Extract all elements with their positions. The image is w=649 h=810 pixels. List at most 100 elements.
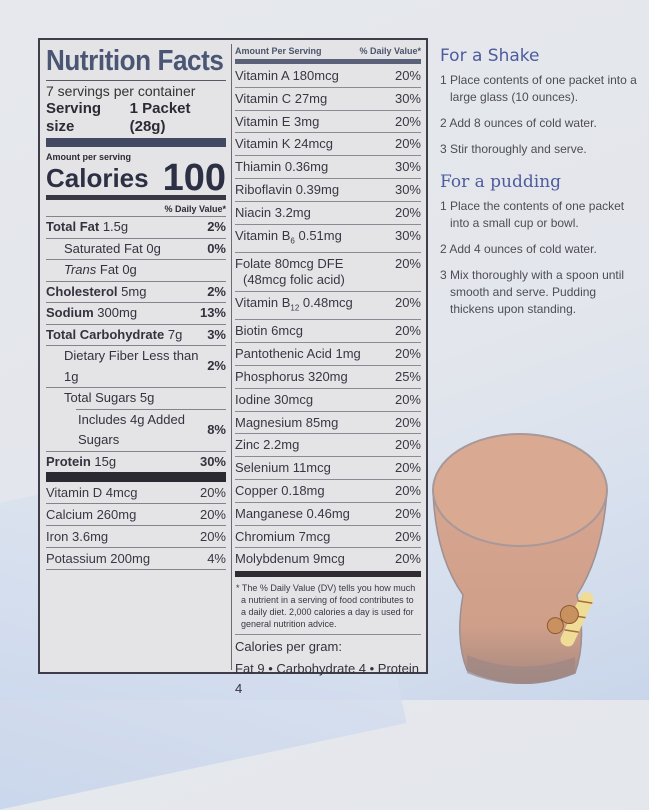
vitamin-label-post: 0.51mg: [294, 227, 342, 243]
vitamin-subscript: 12: [290, 303, 300, 313]
nutrient-row-total-carbohydrate: Total Carbohydrate 7g 3%: [46, 323, 226, 346]
vitamin-label: Vitamin B12 0.48mcg: [235, 292, 353, 319]
vitamin-row: Niacin 3.2mg 20%: [235, 202, 421, 225]
vitamin-label-pre: Vitamin B: [235, 227, 291, 243]
nutrition-facts-panel: Nutrition Facts 7 servings per container…: [38, 38, 428, 696]
vitamin-label: Vitamin A 180mcg: [235, 68, 339, 83]
vitamin-subscript: 6: [290, 236, 295, 246]
vitamin-label: Pantothenic Acid 1mg: [235, 346, 361, 362]
vitamin-dv: 25%: [394, 368, 421, 384]
vitamin-dv: 20%: [394, 414, 421, 430]
nutrient-label: Dietary Fiber: [64, 348, 139, 363]
vitamin-label: Vitamin B6 0.51mg: [235, 225, 342, 252]
calories-per-gram-label: Calories per gram:: [235, 639, 342, 655]
vitamin-dv: 20%: [394, 68, 421, 83]
nutrient-label: Trans: [64, 262, 97, 277]
nutrient-label: Protein: [46, 453, 91, 469]
thick-divider: [235, 571, 421, 578]
vitamin-label: Folate 80mcg DFE (48mcg folic acid): [235, 256, 345, 288]
vitamin-dv: 20%: [394, 437, 421, 453]
pudding-step: 3 Mix thoroughly with a spoon until smoo…: [440, 268, 625, 316]
nutrient-dv: 2%: [207, 283, 226, 299]
right-header: Amount Per Serving % Daily Value*: [235, 44, 421, 56]
nutrient-label: Sodium: [46, 305, 94, 320]
nutrient-amount: 1.5g: [102, 219, 129, 234]
vitamin-label: Riboflavin 0.39mg: [235, 181, 340, 197]
pudding-step: 2 Add 4 ounces of cold water.: [440, 242, 597, 256]
vitamin-dv: 20%: [394, 323, 421, 339]
daily-value-header: % Daily Value*: [359, 46, 421, 56]
nutrient-amount: 5mg: [121, 283, 147, 299]
nutrient-amount: 7g: [167, 326, 183, 342]
vitamin-row: Calcium 260mg 20%: [46, 503, 226, 525]
shake-step: 1 Place contents of one packet into a la…: [440, 73, 637, 104]
shake-glass-image: [432, 433, 608, 685]
nutrient-row-saturated-fat: Saturated Fat 0g 0%: [46, 237, 226, 260]
vitamin-label: Vitamin K 24mcg: [235, 136, 334, 152]
nutrient-dv: 8%: [207, 421, 226, 437]
vitamin-label: Magnesium 85mg: [235, 414, 339, 430]
nutrient-row-protein: Protein 15g 30%: [46, 450, 226, 473]
divider: [46, 80, 226, 81]
vitamin-row: Biotin 6mcg 20%: [235, 320, 421, 344]
preparation-instructions: For a Shake 1 Place contents of one pack…: [440, 46, 640, 327]
serving-size-row: Serving size 1 Packet (28g): [46, 100, 226, 136]
nutrient-row-added-sugars: Includes 4g Added Sugars 8%: [76, 408, 226, 451]
calories-value: 100: [162, 157, 226, 199]
vitamin-dv: 30%: [394, 159, 421, 175]
servings-per-container: 7 servings per container: [46, 83, 196, 99]
nutrient-dv: 30%: [199, 453, 226, 469]
calories-row: Calories 100: [46, 157, 226, 199]
vitamin-row: Riboflavin 0.39mg 30%: [235, 179, 421, 202]
nutrient-row-cholesterol: Cholesterol 5mg 2%: [46, 280, 226, 303]
vitamin-row: Vitamin K 24mcg 20%: [235, 133, 421, 157]
vitamin-dv: 20%: [394, 505, 421, 521]
vitamin-dv: 30%: [394, 90, 421, 106]
serving-size-value: 1 Packet (28g): [129, 100, 191, 135]
amount-per-serving-header: Amount Per Serving: [235, 46, 322, 56]
vitamin-label: Iodine 30mcg: [235, 391, 314, 407]
vitamin-label: Phosphorus 320mg: [235, 368, 348, 384]
vitamin-row: Folate 80mcg DFE (48mcg folic acid) 20%: [235, 253, 421, 292]
vitamin-dv: 20%: [199, 485, 226, 500]
nutrient-dv: 13%: [199, 305, 226, 320]
vitamin-label: Copper 0.18mg: [235, 482, 325, 498]
vitamin-row: Vitamin C 27mg 30%: [235, 88, 421, 111]
vitamin-label: Vitamin C 27mg: [235, 90, 328, 106]
vitamin-dv: 20%: [394, 391, 421, 407]
vitamin-row: Vitamin B6 0.51mg 30%: [235, 225, 421, 253]
vitamin-dv: 20%: [394, 294, 421, 310]
vitamin-label: Molybdenum 9mcg: [235, 551, 345, 567]
nutrient-label: Cholesterol: [46, 283, 118, 299]
vitamin-dv: 30%: [394, 227, 421, 243]
vitamin-label: Selenium 11mcg: [235, 460, 331, 476]
nutrient-amount: 0g: [122, 262, 137, 277]
nutrient-row-total-fat: Total Fat 1.5g 2%: [46, 216, 226, 238]
nutrient-row-total-sugars: Total Sugars 5g: [46, 387, 226, 409]
vitamin-label: Niacin 3.2mg: [235, 204, 311, 220]
calories-per-gram-values: Fat 9 • Carbohydrate 4 • Protein 4: [235, 661, 419, 697]
vitamin-dv: 20%: [394, 460, 421, 476]
vitamin-row: Selenium 11mcg 20%: [235, 457, 421, 480]
daily-value-header: % Daily Value*: [164, 204, 226, 214]
vitamin-label: Calcium 260mg: [46, 507, 137, 522]
vitamin-dv: 20%: [394, 482, 421, 498]
nutrient-dv: 2%: [207, 358, 226, 374]
nutrient-amount: 300mg: [97, 305, 138, 320]
nutrient-label-rest: Fat: [99, 262, 119, 277]
vitamin-row: Vitamin B12 0.48mcg 20%: [235, 292, 421, 321]
nutrient-amount: 5g: [139, 390, 155, 405]
vitamin-dv: 20%: [394, 528, 421, 544]
nutrient-label: Includes 4g Added Sugars: [78, 411, 185, 448]
nutrient-label: Total Fat: [46, 219, 100, 234]
vitamin-row: Vitamin A 180mcg 20%: [235, 65, 421, 88]
shake-title: For a Shake: [440, 46, 540, 66]
vitamin-label: Vitamin D 4mcg: [46, 485, 138, 500]
vitamin-label: Potassium 200mg: [46, 551, 151, 566]
vitamin-label-line2: (48mcg folic acid): [243, 271, 345, 287]
nutrient-row-trans-fat: Trans Fat 0g: [46, 259, 226, 281]
nutrition-right-column: Amount Per Serving % Daily Value* Vitami…: [235, 44, 421, 699]
vitamin-dv: 20%: [394, 551, 421, 567]
vitamin-label: Zinc 2.2mg: [235, 437, 300, 453]
vitamin-label: Chromium 7mcg: [235, 528, 331, 544]
